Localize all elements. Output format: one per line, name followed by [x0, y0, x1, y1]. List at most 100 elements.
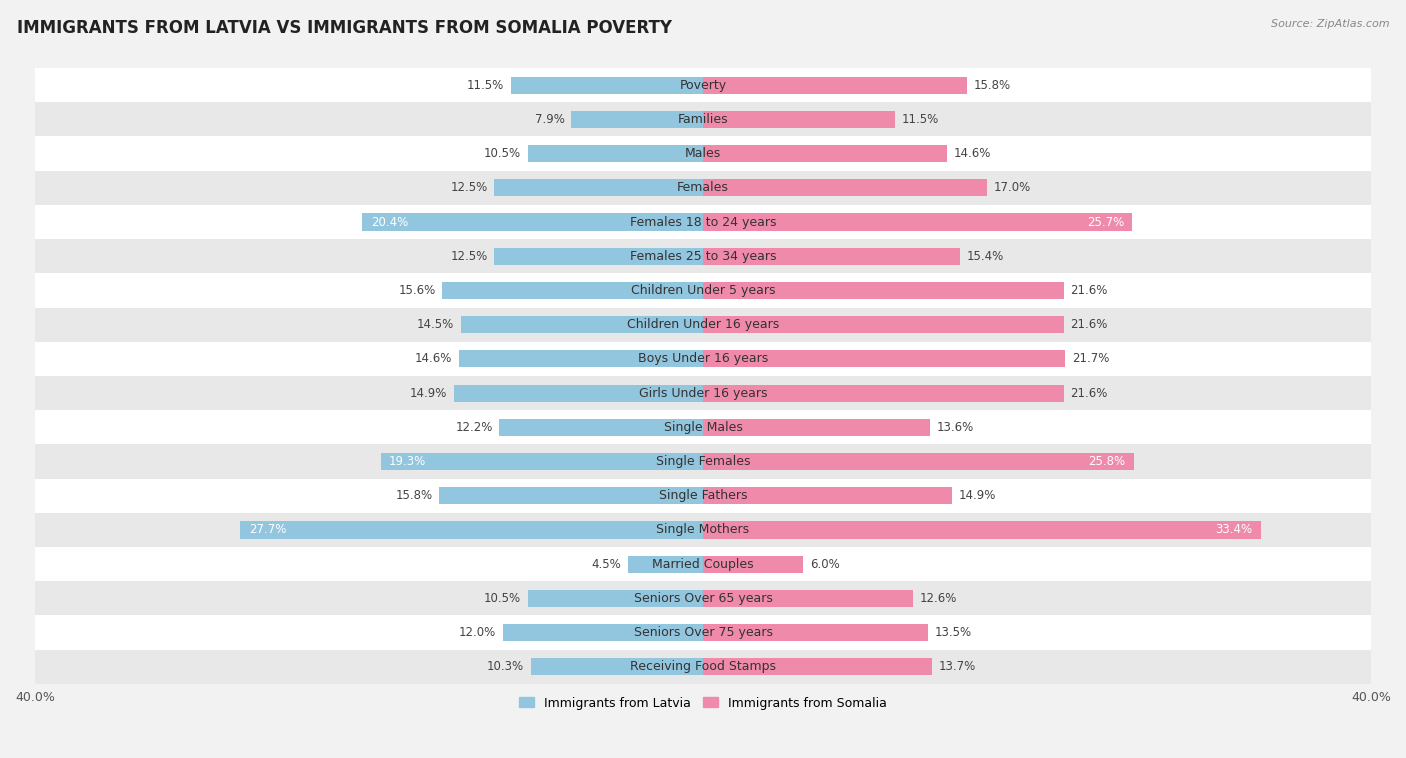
Text: 10.3%: 10.3% [486, 660, 524, 673]
Text: Females: Females [678, 181, 728, 194]
Bar [35, 376, 1371, 410]
Bar [531, 658, 703, 675]
Bar [703, 522, 1261, 538]
Bar [510, 77, 703, 94]
Text: 12.2%: 12.2% [456, 421, 492, 434]
Text: 14.5%: 14.5% [418, 318, 454, 331]
Text: 13.7%: 13.7% [938, 660, 976, 673]
Bar [703, 145, 946, 162]
Text: 12.0%: 12.0% [458, 626, 496, 639]
Bar [381, 453, 703, 470]
Text: Poverty: Poverty [679, 79, 727, 92]
Bar [703, 77, 967, 94]
Text: 10.5%: 10.5% [484, 147, 522, 160]
Text: 21.6%: 21.6% [1070, 387, 1108, 399]
Bar [460, 350, 703, 368]
Text: Females 18 to 24 years: Females 18 to 24 years [630, 215, 776, 228]
Text: 12.5%: 12.5% [450, 181, 488, 194]
Bar [35, 171, 1371, 205]
Bar [703, 350, 1066, 368]
Text: 17.0%: 17.0% [994, 181, 1031, 194]
Bar [35, 102, 1371, 136]
Text: Girls Under 16 years: Girls Under 16 years [638, 387, 768, 399]
Bar [703, 384, 1064, 402]
Bar [527, 590, 703, 607]
Bar [35, 547, 1371, 581]
Text: Married Couples: Married Couples [652, 558, 754, 571]
Bar [495, 248, 703, 265]
Bar [35, 478, 1371, 513]
Bar [703, 658, 932, 675]
Text: 13.6%: 13.6% [936, 421, 974, 434]
Text: 21.6%: 21.6% [1070, 318, 1108, 331]
Text: Single Mothers: Single Mothers [657, 524, 749, 537]
Text: 25.7%: 25.7% [1087, 215, 1123, 228]
Text: 27.7%: 27.7% [249, 524, 285, 537]
Text: 14.9%: 14.9% [959, 489, 995, 503]
Text: 4.5%: 4.5% [592, 558, 621, 571]
Text: Single Males: Single Males [664, 421, 742, 434]
Bar [495, 179, 703, 196]
Bar [35, 136, 1371, 171]
Text: Single Females: Single Females [655, 455, 751, 468]
Bar [35, 308, 1371, 342]
Text: 11.5%: 11.5% [901, 113, 939, 126]
Text: 33.4%: 33.4% [1215, 524, 1253, 537]
Text: 7.9%: 7.9% [534, 113, 564, 126]
Text: 14.6%: 14.6% [415, 352, 453, 365]
Text: IMMIGRANTS FROM LATVIA VS IMMIGRANTS FROM SOMALIA POVERTY: IMMIGRANTS FROM LATVIA VS IMMIGRANTS FRO… [17, 19, 672, 37]
Bar [35, 615, 1371, 650]
Bar [35, 581, 1371, 615]
Bar [703, 487, 952, 504]
Text: 12.6%: 12.6% [920, 592, 957, 605]
Text: Boys Under 16 years: Boys Under 16 years [638, 352, 768, 365]
Bar [35, 342, 1371, 376]
Text: 20.4%: 20.4% [371, 215, 408, 228]
Text: Females 25 to 34 years: Females 25 to 34 years [630, 249, 776, 263]
Text: 14.6%: 14.6% [953, 147, 991, 160]
Bar [703, 418, 931, 436]
Bar [35, 650, 1371, 684]
Bar [703, 111, 896, 128]
Bar [35, 444, 1371, 478]
Bar [703, 624, 928, 641]
Bar [35, 205, 1371, 239]
Bar [363, 214, 703, 230]
Bar [703, 179, 987, 196]
Bar [703, 556, 803, 573]
Text: Receiving Food Stamps: Receiving Food Stamps [630, 660, 776, 673]
Bar [439, 487, 703, 504]
Legend: Immigrants from Latvia, Immigrants from Somalia: Immigrants from Latvia, Immigrants from … [513, 691, 893, 715]
Text: 10.5%: 10.5% [484, 592, 522, 605]
Text: Children Under 16 years: Children Under 16 years [627, 318, 779, 331]
Bar [571, 111, 703, 128]
Bar [35, 513, 1371, 547]
Text: Seniors Over 65 years: Seniors Over 65 years [634, 592, 772, 605]
Text: 6.0%: 6.0% [810, 558, 839, 571]
Bar [35, 68, 1371, 102]
Bar [703, 282, 1064, 299]
Bar [499, 418, 703, 436]
Bar [703, 590, 914, 607]
Text: Children Under 5 years: Children Under 5 years [631, 284, 775, 297]
Text: 25.8%: 25.8% [1088, 455, 1126, 468]
Text: 15.6%: 15.6% [398, 284, 436, 297]
Text: Males: Males [685, 147, 721, 160]
Text: 15.4%: 15.4% [967, 249, 1004, 263]
Bar [443, 282, 703, 299]
Bar [703, 316, 1064, 334]
Bar [527, 145, 703, 162]
Text: 13.5%: 13.5% [935, 626, 973, 639]
Text: Seniors Over 75 years: Seniors Over 75 years [634, 626, 772, 639]
Bar [703, 248, 960, 265]
Bar [461, 316, 703, 334]
Bar [454, 384, 703, 402]
Text: 15.8%: 15.8% [395, 489, 433, 503]
Bar [628, 556, 703, 573]
Text: 21.7%: 21.7% [1073, 352, 1109, 365]
Bar [703, 453, 1133, 470]
Bar [35, 410, 1371, 444]
Bar [240, 522, 703, 538]
Text: Single Fathers: Single Fathers [659, 489, 747, 503]
Text: Families: Families [678, 113, 728, 126]
